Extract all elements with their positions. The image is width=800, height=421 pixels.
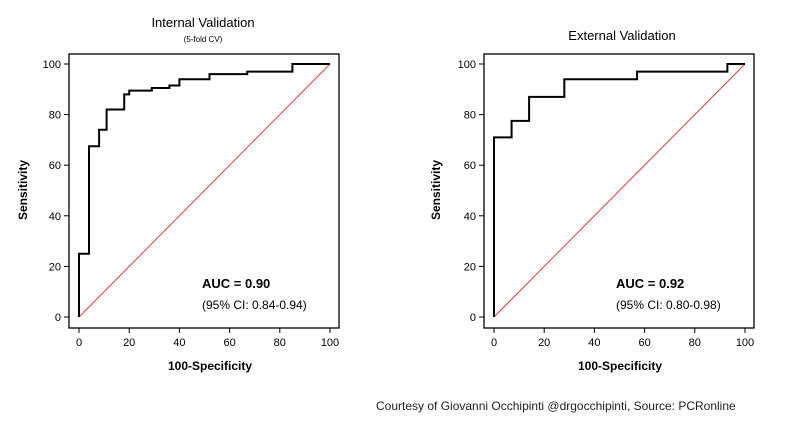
x-tick-label: 100 [736,337,754,349]
y-tick-label: 40 [464,211,476,223]
x-tick-label: 60 [223,337,235,349]
x-tick-label: 80 [689,337,701,349]
x-tick-label: 60 [638,337,650,349]
x-tick-label: 40 [588,337,600,349]
chart-subtitle: (5-fold CV) [184,35,223,44]
x-tick-label: 0 [491,337,497,349]
x-tick-label: 20 [538,337,550,349]
x-tick-label: 40 [173,337,185,349]
y-tick-label: 60 [464,160,476,172]
y-tick-label: 100 [43,59,61,71]
x-tick-label: 80 [274,337,286,349]
y-tick-label: 0 [55,312,61,324]
x-tick-label: 20 [123,337,135,349]
y-axis-title: Sensitivity [429,160,443,220]
chart-title: Internal Validation [151,15,254,30]
y-tick-label: 20 [464,261,476,273]
roc-figure: Internal Validation (5-fold CV) 0 20 40 60 8… [0,0,800,421]
ci-label: (95% CI: 0.84-0.94) [202,298,307,312]
footer-credit: Courtesy of Giovanni Occhipinti @drgocch… [376,399,736,413]
y-tick-label: 100 [458,59,476,71]
x-tick-label: 100 [321,337,339,349]
y-tick-label: 40 [49,211,61,223]
x-axis-title: 100-Specificity [578,359,662,373]
y-tick-label: 80 [49,110,61,122]
y-axis-title: Sensitivity [16,160,30,220]
auc-label: AUC = 0.92 [616,276,684,291]
y-tick-label: 0 [470,312,476,324]
external-validation-panel: External Validation 0 20 40 60 80 100 0 20 40 60 8… [429,28,754,373]
ci-label: (95% CI: 0.80-0.98) [616,298,721,312]
auc-label: AUC = 0.90 [202,276,270,291]
internal-validation-panel: Internal Validation (5-fold CV) 0 20 40 60 8… [16,15,339,373]
x-axis-title: 100-Specificity [168,359,252,373]
chart-title: External Validation [568,28,675,43]
y-tick-label: 60 [49,160,61,172]
x-tick-label: 0 [76,337,82,349]
y-tick-label: 80 [464,110,476,122]
y-tick-label: 20 [49,261,61,273]
